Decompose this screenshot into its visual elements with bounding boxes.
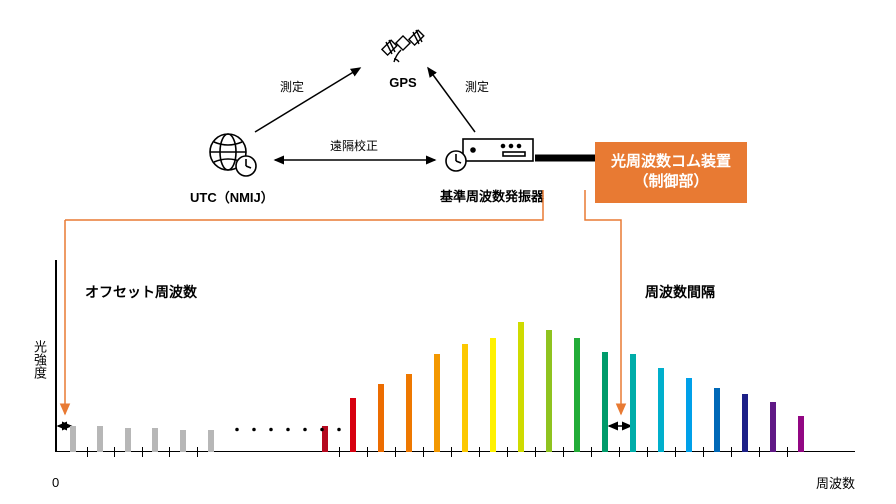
- spectrum-bar: [770, 402, 776, 452]
- gray-bar: [125, 428, 131, 452]
- axis-tick: [451, 447, 452, 457]
- gray-bar: [70, 426, 76, 452]
- oscillator-node: 基準周波数発振器: [440, 135, 544, 205]
- axis-tick: [759, 447, 760, 457]
- gray-bar: [152, 428, 158, 452]
- gray-bar: [208, 430, 214, 452]
- spectrum-bar: [462, 344, 468, 452]
- offset-annotation: オフセット周波数: [85, 282, 197, 302]
- spectrum-bar: [546, 330, 552, 452]
- axis-tick: [169, 447, 170, 457]
- ellipsis-dots: ・・・・・・・: [230, 420, 349, 440]
- axis-tick: [535, 447, 536, 457]
- axis-tick: [197, 447, 198, 457]
- spacing-annotation: 周波数間隔: [645, 282, 715, 302]
- axis-tick: [339, 447, 340, 457]
- measure-label-2: 測定: [465, 78, 489, 95]
- oscillator-label: 基準周波数発振器: [440, 186, 544, 205]
- gray-bar: [97, 426, 103, 452]
- spectrum-bar: [742, 394, 748, 452]
- gps-label: GPS: [380, 75, 426, 90]
- axis-tick: [619, 447, 620, 457]
- spectrum-bar: [574, 338, 580, 452]
- spectrum-bar: [714, 388, 720, 452]
- axis-tick: [87, 447, 88, 457]
- axis-tick: [423, 447, 424, 457]
- axis-tick: [563, 447, 564, 457]
- gray-bar: [180, 430, 186, 452]
- axis-tick: [395, 447, 396, 457]
- axis-tick: [507, 447, 508, 457]
- utc-label: UTC（NMIJ）: [190, 187, 274, 206]
- orange-box-line2: （制御部）: [611, 172, 731, 192]
- axis-tick: [591, 447, 592, 457]
- orange-box-line1: 光周波数コム装置: [611, 152, 731, 172]
- axis-tick: [114, 447, 115, 457]
- spectrum-bar: [630, 354, 636, 452]
- remote-cal-label: 遠隔校正: [330, 137, 378, 154]
- y-axis-label: 光強度: [30, 340, 49, 379]
- axis-tick: [731, 447, 732, 457]
- optical-comb-box: 光周波数コム装置 （制御部）: [595, 142, 747, 203]
- axis-tick: [703, 447, 704, 457]
- spectrum-bar: [602, 352, 608, 452]
- x-axis-label: 周波数: [816, 473, 855, 492]
- axis-tick: [367, 447, 368, 457]
- spectrum-bar: [686, 378, 692, 452]
- gps-node: GPS: [380, 20, 426, 90]
- spectrum-bar: [434, 354, 440, 452]
- spectrum-bar: [350, 398, 356, 452]
- axis-tick: [142, 447, 143, 457]
- axis-tick: [675, 447, 676, 457]
- axis-tick: [479, 447, 480, 457]
- spectrum-bar: [490, 338, 496, 452]
- spectrum-bar: [378, 384, 384, 452]
- axis-tick: [787, 447, 788, 457]
- frequency-comb-chart: 光強度 周波数 0 オフセット周波数 周波数間隔 ・・・・・・・: [55, 250, 855, 470]
- spectrum-bar: [798, 416, 804, 452]
- measure-label-1: 測定: [280, 78, 304, 95]
- oscillator-icon: [445, 135, 540, 177]
- spectrum-bar: [406, 374, 412, 452]
- globe-clock-icon: [206, 130, 258, 178]
- utc-node: UTC（NMIJ）: [190, 130, 274, 206]
- axis-tick: [647, 447, 648, 457]
- zero-label: 0: [52, 475, 59, 490]
- spectrum-bar: [518, 322, 524, 452]
- spectrum-bar: [658, 368, 664, 452]
- satellite-icon: [380, 20, 426, 66]
